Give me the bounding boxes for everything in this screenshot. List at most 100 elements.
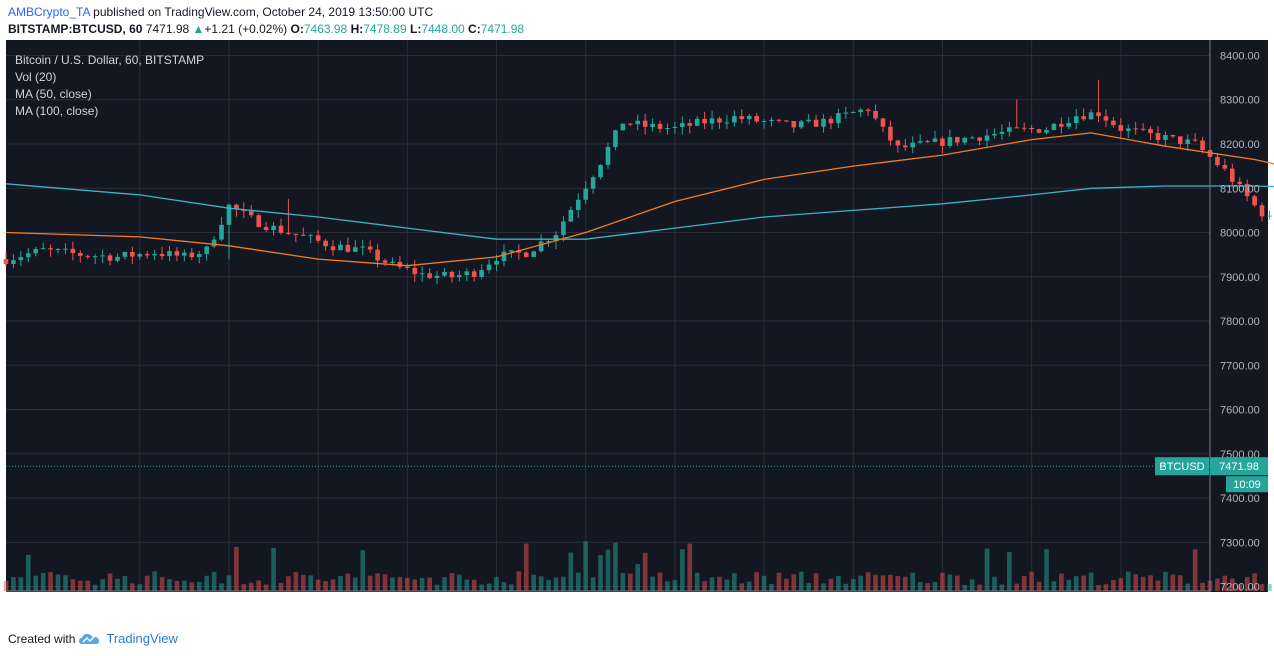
volume-bar — [137, 584, 143, 591]
candle-body — [598, 164, 603, 178]
volume-bar — [18, 577, 24, 591]
volume-bar — [78, 580, 83, 591]
volume-bar — [1096, 584, 1101, 591]
axes: 8400.00 8300.00 8200.00 8100.00 8000.00 7900.… — [6, 40, 1268, 592]
candle-body — [754, 116, 759, 122]
author-link[interactable]: AMBCrypto_TA — [8, 5, 90, 19]
volume-bar — [278, 582, 284, 591]
volume-bar — [449, 572, 455, 591]
volume-bar — [739, 583, 745, 591]
tradingview-brand[interactable]: TradingView — [106, 631, 178, 646]
volume-bar — [1177, 575, 1183, 591]
volume-bar — [828, 578, 834, 591]
candle-body — [501, 251, 507, 261]
volume-bar — [732, 573, 737, 591]
candle-body — [992, 133, 997, 136]
volume-bar — [501, 582, 507, 591]
candle-body — [308, 235, 314, 237]
candle-body — [791, 121, 797, 128]
candle-body — [1021, 127, 1027, 129]
price-chart[interactable]: 8400.00 8300.00 8200.00 8100.00 8000.00 7900.… — [0, 40, 1274, 592]
volume-bar — [561, 576, 566, 591]
volume-bar — [850, 579, 856, 591]
volume-bar — [940, 572, 945, 591]
close-label: C: — [468, 22, 481, 36]
price-tick-label: 7600.00 — [1220, 405, 1260, 417]
candle-body — [984, 135, 990, 141]
volume-bar — [784, 578, 789, 591]
candle-body — [561, 221, 566, 236]
volume-bar — [219, 583, 224, 591]
price-tick-label: 8100.00 — [1220, 183, 1260, 195]
volume-bar — [531, 574, 536, 591]
tradingview-cloud-icon — [79, 633, 100, 644]
volume-bar — [1051, 581, 1057, 591]
volume-bar — [152, 571, 157, 591]
candle-body — [85, 255, 91, 257]
candle-body — [137, 254, 143, 257]
candle-body — [888, 126, 893, 141]
volume-bar — [375, 573, 380, 591]
symbol-badge — [1155, 457, 1209, 476]
volume-bar — [776, 572, 782, 591]
countdown-label: 10:09 — [1233, 479, 1261, 491]
candle-body — [211, 239, 217, 247]
candle-body — [858, 109, 863, 113]
volume-bar — [226, 575, 232, 591]
candle-body — [873, 111, 878, 119]
candle-body — [902, 145, 908, 148]
candle-body — [70, 248, 76, 254]
volume-bar — [895, 576, 901, 591]
candle-body — [1081, 116, 1086, 120]
volume-bar — [932, 581, 938, 591]
symbol-badge-label: BTCUSD — [1159, 461, 1204, 473]
volume-bar — [1007, 552, 1012, 591]
candle-body — [92, 256, 98, 258]
volume-bar — [471, 579, 477, 591]
candle-body — [843, 112, 849, 114]
candle-body — [1051, 123, 1057, 130]
low-label: L: — [409, 22, 422, 36]
candle-body — [1059, 123, 1064, 127]
candle-body — [1036, 129, 1042, 133]
volume-bar — [196, 581, 202, 591]
volume-bar — [367, 575, 373, 591]
candle-body — [174, 251, 180, 256]
candle-body — [1215, 156, 1220, 166]
candle-body — [672, 126, 678, 129]
volume-bar — [419, 578, 425, 591]
volume-bar — [769, 584, 774, 591]
volume-bar — [843, 583, 849, 591]
legend-ma50: MA (50, close) — [15, 87, 92, 101]
candle-body — [1200, 140, 1205, 151]
volume-bar — [984, 548, 990, 591]
volume-bar — [642, 552, 648, 591]
volume-bar — [627, 573, 633, 591]
legend-title: Bitcoin / U.S. Dollar, 60, BITSTAMP — [15, 53, 204, 67]
volume-bar — [308, 575, 314, 591]
volume-bar — [888, 574, 893, 591]
price-tick-label: 8200.00 — [1220, 139, 1260, 151]
candle-body — [345, 244, 351, 252]
volume-bar — [397, 577, 403, 591]
candle-body — [895, 140, 901, 146]
volume-bars — [3, 541, 1272, 591]
candle-body — [300, 234, 306, 236]
last-price: 7471.98 — [145, 22, 190, 36]
volume-bar — [910, 572, 916, 591]
candle-body — [925, 141, 930, 143]
volume-bar — [300, 574, 306, 591]
volume-bar — [1155, 580, 1161, 591]
candle-body — [48, 248, 53, 250]
candle-body — [917, 141, 923, 143]
volume-bar — [144, 575, 150, 591]
candle-body — [1073, 116, 1079, 123]
candle-body — [590, 177, 596, 189]
candle-body — [1192, 139, 1198, 141]
candle-body — [761, 121, 767, 123]
candle-body — [412, 267, 418, 275]
volume-bar — [182, 580, 187, 591]
volume-bar — [130, 583, 135, 591]
volume-bar — [858, 575, 863, 591]
volume-bar — [798, 571, 804, 591]
